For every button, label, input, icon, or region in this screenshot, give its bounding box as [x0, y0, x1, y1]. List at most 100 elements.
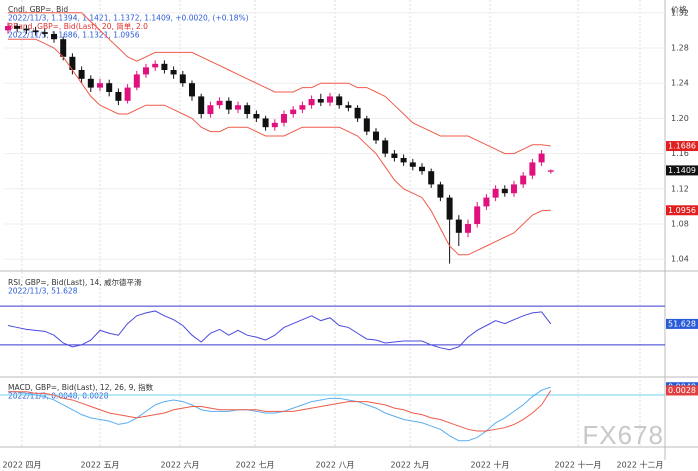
legend-text: MACD, GBP=, Bid(Last), 12, 26, 9, 指数: [8, 382, 154, 392]
series-line: [8, 12, 551, 155]
candle-body: [97, 83, 103, 88]
candle-body: [511, 184, 517, 194]
legend-text: 2022/11/3, 51.628: [8, 287, 78, 296]
legend-text: 2022/11/3, 1.1394, 1.1421, 1.1372, 1.140…: [8, 14, 249, 23]
legend-text: 2022/11/3, 1.1686, 1.1321, 1.0956: [8, 31, 140, 40]
y-tick-label: 1.08: [671, 220, 689, 229]
candle-body: [41, 32, 48, 34]
candle-body: [446, 197, 453, 220]
series-line: [8, 386, 551, 442]
candle-body: [69, 56, 76, 70]
candle-body: [115, 92, 122, 101]
y-tick-label: 1.16: [671, 149, 689, 158]
candle-body: [87, 78, 94, 88]
x-tick-label: 2022 十二月: [617, 460, 664, 470]
candle-body: [419, 166, 425, 172]
candle-body: [253, 114, 260, 119]
x-tick-label: 2022 八月: [316, 461, 355, 470]
candle-body: [465, 224, 471, 233]
x-tick-label: 2022 七月: [236, 461, 275, 470]
y-tick-label: 1.28: [671, 44, 689, 53]
axis-title: 价格: [671, 5, 687, 15]
x-tick-label: 2022 四月: [3, 461, 42, 470]
candle-body: [520, 175, 527, 185]
candle-body: [78, 70, 85, 79]
candle-body: [14, 26, 21, 29]
candle-body: [281, 114, 287, 123]
value-badge: 0.0028: [668, 386, 696, 395]
watermark: FX678: [582, 420, 664, 450]
value-badge-bg: [666, 318, 698, 329]
series-line: [7, 310, 552, 351]
value-badge: 51.628: [668, 319, 696, 328]
legend-text: BBand, GBP=, Bid(Last), 20, 简单, 2.0: [8, 21, 148, 31]
candle-body: [400, 158, 407, 163]
candle-body: [327, 96, 333, 103]
candle-body: [216, 100, 223, 106]
candle-body: [492, 188, 499, 198]
candle-body: [189, 83, 195, 97]
value-badge-bg: [666, 205, 698, 216]
x-tick-label: 2022 十月: [471, 460, 510, 470]
candle-body: [501, 188, 508, 194]
candle-body: [455, 219, 462, 233]
candle-body: [382, 140, 389, 154]
y-tick-label: 1.20: [671, 114, 689, 123]
legend-text: Cndl, GBP=, Bid: [8, 5, 68, 14]
value-badge-bg: [666, 165, 698, 176]
candle-body: [179, 74, 186, 84]
candle-body: [474, 206, 481, 224]
candle-body: [60, 39, 67, 57]
candle-body: [133, 74, 140, 88]
x-tick-label: 2022 十一月: [555, 460, 602, 470]
legend-text: RSI, GBP=, Bid(Last), 14, 威尔德平滑: [8, 277, 142, 287]
candle-body: [23, 28, 30, 31]
candle-body: [207, 105, 214, 114]
candle-body: [124, 87, 131, 101]
candle-body: [106, 83, 113, 92]
candle-body: [308, 99, 315, 106]
series-line: [8, 38, 551, 256]
candle-body: [235, 105, 241, 110]
candle-body: [51, 33, 57, 40]
x-tick-label: 2022 五月: [81, 461, 120, 470]
x-tick-label: 2022 六月: [161, 460, 200, 470]
candle-body: [198, 96, 205, 114]
candle-body: [299, 105, 306, 110]
candle-body: [373, 131, 379, 141]
value-badge-bg: [666, 141, 698, 152]
candle-body: [152, 63, 159, 68]
x-tick-label: 2022 九月: [391, 461, 430, 470]
value-badge-bg: [666, 385, 698, 396]
y-tick-label: 1.12: [671, 184, 689, 193]
candle-body: [483, 197, 490, 207]
candle-body: [547, 170, 554, 172]
candle-body: [317, 99, 324, 103]
series-line: [8, 390, 552, 432]
candle-body: [538, 153, 545, 163]
candle-body: [262, 118, 269, 128]
candle-body: [363, 118, 370, 132]
value-badge: 1.1409: [668, 166, 696, 175]
candle-body: [391, 153, 398, 158]
candle-body: [437, 184, 444, 198]
legend-text: 2022/11/3, 0.0048, 0.0028: [8, 392, 109, 401]
value-badge: 1.1686: [668, 142, 696, 151]
candle-body: [409, 162, 416, 167]
candle-body: [143, 67, 149, 75]
candle-body: [271, 122, 278, 128]
candle-body: [290, 109, 297, 114]
candle-body: [32, 30, 39, 33]
candle-body: [170, 70, 177, 75]
y-tick-label: 1.24: [671, 79, 689, 88]
candle-body: [161, 63, 168, 70]
candle-body: [336, 96, 343, 106]
value-badge: 1.0956: [668, 206, 696, 215]
y-tick-label: 1.32: [671, 8, 689, 17]
candle-body: [428, 171, 435, 185]
candle-body: [345, 105, 352, 108]
y-tick-label: 1.04: [671, 255, 689, 264]
candle-body: [225, 100, 232, 110]
